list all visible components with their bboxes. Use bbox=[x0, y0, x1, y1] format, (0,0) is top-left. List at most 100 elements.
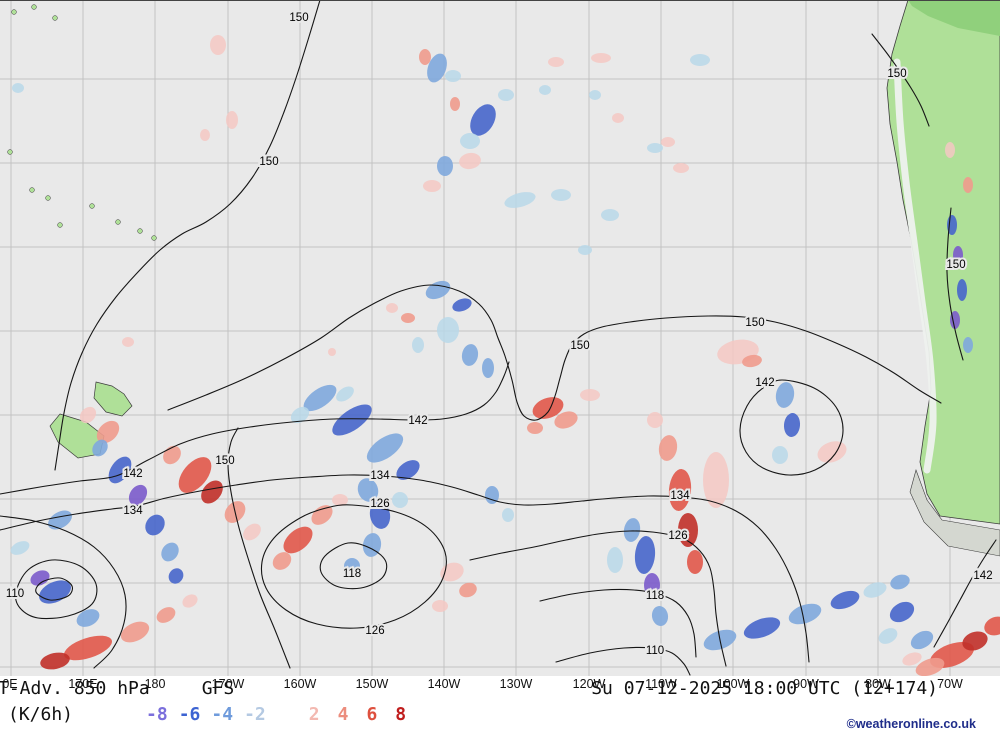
legend-value-4: 4 bbox=[337, 704, 349, 725]
advection-blob bbox=[272, 552, 292, 570]
contour-label: 150 bbox=[259, 156, 278, 168]
advection-blob bbox=[548, 57, 564, 67]
advection-blob bbox=[910, 630, 934, 650]
longitude-label: 70W bbox=[937, 677, 963, 691]
longitude-label: 160W bbox=[284, 677, 317, 691]
legend-value-8: 8 bbox=[395, 704, 407, 725]
legend-value--4: -4 bbox=[211, 704, 234, 725]
andes-ridge bbox=[893, 58, 937, 474]
advection-blob bbox=[290, 406, 310, 424]
advection-blob bbox=[332, 494, 348, 506]
advection-blob bbox=[945, 142, 955, 158]
contour-label: 150 bbox=[570, 340, 589, 352]
advection-field bbox=[10, 35, 1000, 677]
contour-label: 110 bbox=[646, 645, 664, 657]
legend-value--6: -6 bbox=[178, 704, 201, 725]
advection-blob bbox=[161, 542, 179, 562]
advection-blob bbox=[504, 192, 536, 208]
contour-150 bbox=[227, 427, 291, 669]
advection-blob bbox=[984, 616, 1000, 636]
advection-blob bbox=[386, 303, 398, 313]
advection-blob bbox=[915, 657, 945, 677]
advection-blob bbox=[743, 617, 781, 639]
contour-label: 142 bbox=[408, 415, 427, 427]
contour-label: 134 bbox=[123, 505, 143, 517]
contour-label: 126 bbox=[370, 498, 389, 510]
advection-blob bbox=[128, 484, 148, 506]
advection-blob bbox=[647, 412, 663, 428]
advection-blob bbox=[470, 104, 496, 136]
advection-blob bbox=[461, 344, 479, 366]
advection-blob bbox=[423, 180, 441, 192]
advection-blob bbox=[962, 631, 988, 651]
advection-blob bbox=[432, 600, 448, 612]
contour-label: 142 bbox=[755, 377, 774, 389]
contour-label: 150 bbox=[946, 259, 965, 271]
advection-blob bbox=[539, 85, 551, 95]
contour-label: 110 bbox=[6, 588, 24, 600]
advection-blob bbox=[647, 143, 663, 153]
advection-blob bbox=[673, 163, 689, 173]
contour-110 bbox=[555, 646, 691, 676]
patagonia bbox=[909, 469, 1000, 557]
advection-blob bbox=[502, 508, 514, 522]
contour-142 bbox=[739, 379, 844, 476]
advection-blob bbox=[392, 492, 408, 508]
product-name: T-Adv. 850 hPa bbox=[0, 678, 150, 699]
chart-title: T-Adv. 850 hPa GFS bbox=[0, 678, 234, 699]
contour-118 bbox=[319, 542, 388, 590]
longitude-label: 0E bbox=[2, 677, 17, 691]
copyright-link[interactable]: ©weatheronline.co.uk bbox=[846, 717, 976, 731]
advection-blob bbox=[445, 70, 461, 82]
advection-blob bbox=[668, 469, 692, 511]
advection-blob bbox=[591, 53, 611, 63]
valid-datetime: Su 07-12-2025 18:00 UTC (12+174) bbox=[591, 678, 938, 699]
advection-blob bbox=[427, 53, 447, 83]
height-contours bbox=[0, 0, 997, 676]
advection-blob bbox=[623, 518, 641, 542]
contour-label: 126 bbox=[668, 530, 687, 542]
advection-blob bbox=[120, 621, 150, 643]
advection-blob bbox=[210, 35, 226, 55]
south-america-north bbox=[908, 0, 1000, 36]
advection-blob bbox=[366, 433, 404, 463]
advection-blob bbox=[634, 536, 656, 574]
advection-blob bbox=[607, 547, 623, 573]
advection-blob bbox=[437, 156, 453, 176]
advection-blob bbox=[12, 83, 24, 93]
advection-blob bbox=[527, 422, 543, 434]
new-zealand-north-island bbox=[93, 381, 133, 417]
longitude-label: 90W bbox=[793, 677, 819, 691]
new-zealand-south-island bbox=[49, 413, 105, 459]
contour-142 bbox=[0, 361, 510, 495]
ocean-background bbox=[0, 0, 1000, 676]
advection-blob bbox=[703, 452, 729, 508]
footer-background bbox=[0, 676, 1000, 733]
contour-118 bbox=[539, 588, 697, 658]
contour-118 bbox=[0, 515, 127, 669]
advection-blob bbox=[92, 439, 108, 457]
model-name: GFS bbox=[201, 678, 235, 699]
advection-blob bbox=[79, 406, 97, 424]
small-island bbox=[52, 15, 58, 21]
contour-label: 118 bbox=[646, 590, 664, 602]
contour-labels: 150 150 150 150 150 150 150 142 142 142 142 134 134 1… bbox=[4, 10, 995, 659]
advection-blob bbox=[902, 652, 922, 666]
small-island bbox=[115, 219, 121, 225]
units-label: (K/6h) bbox=[8, 704, 74, 725]
advection-blob bbox=[76, 609, 100, 627]
contour-label: 134 bbox=[670, 490, 690, 502]
advection-blob bbox=[96, 420, 120, 444]
advection-blob bbox=[182, 594, 198, 608]
advection-blob bbox=[396, 460, 420, 480]
advection-blob bbox=[401, 313, 415, 323]
longitude-label: 170W bbox=[212, 677, 245, 691]
advection-blob bbox=[344, 558, 360, 574]
small-island bbox=[31, 4, 37, 10]
contour-label: 142 bbox=[973, 570, 992, 582]
advection-blob bbox=[687, 550, 703, 574]
legend-value--8: -8 bbox=[146, 704, 168, 725]
advection-blob bbox=[963, 177, 973, 193]
advection-blob bbox=[10, 541, 30, 555]
legend-value-6: 6 bbox=[366, 704, 378, 725]
